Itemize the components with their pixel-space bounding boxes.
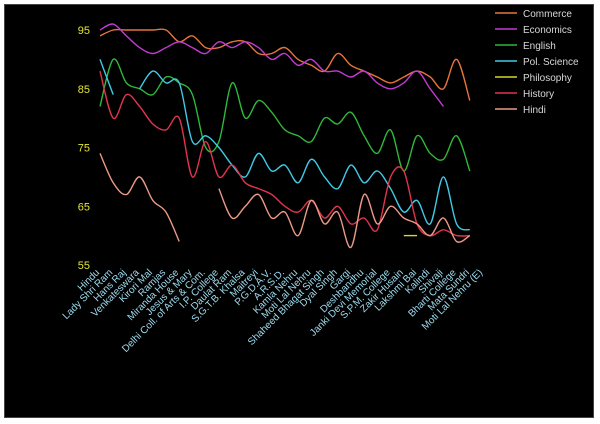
series-line-economics xyxy=(99,23,444,107)
series-pol-science xyxy=(99,59,471,231)
series-english xyxy=(99,58,471,172)
legend-label-history: History xyxy=(523,89,554,100)
series-commerce xyxy=(99,28,471,101)
series-line-hindi xyxy=(218,188,471,249)
y-tick-label: 95 xyxy=(78,25,90,37)
legend-label-hindi: Hindi xyxy=(523,105,546,116)
series-line-history xyxy=(99,70,470,237)
legend-label-economics: Economics xyxy=(523,25,572,36)
legend: Commerce Economics English Pol. Science Phil… xyxy=(495,9,579,116)
y-tick-label: 85 xyxy=(78,84,90,96)
series-line-pol-science xyxy=(139,70,471,231)
y-tick-label: 55 xyxy=(78,260,90,272)
series-line-hindi xyxy=(99,153,180,242)
series-hindi xyxy=(99,153,471,249)
series-line-english xyxy=(99,58,471,172)
chart-frame: 55 65 75 85 95 Hindu Lady Shri Ram Hans Raj Ven… xyxy=(4,4,594,418)
legend-label-pol-science: Pol. Science xyxy=(523,57,579,68)
y-tick-label: 75 xyxy=(78,143,90,155)
series-line-pol-science xyxy=(99,59,114,95)
y-tick-label: 65 xyxy=(78,201,90,213)
legend-label-philosophy: Philosophy xyxy=(523,73,572,84)
legend-label-english: English xyxy=(523,41,556,52)
series-line-commerce xyxy=(99,28,471,101)
series-economics xyxy=(99,23,444,107)
legend-label-commerce: Commerce xyxy=(523,9,572,20)
y-axis-ticks: 55 65 75 85 95 xyxy=(78,25,90,272)
series-lines xyxy=(99,23,471,249)
series-history xyxy=(99,70,470,237)
